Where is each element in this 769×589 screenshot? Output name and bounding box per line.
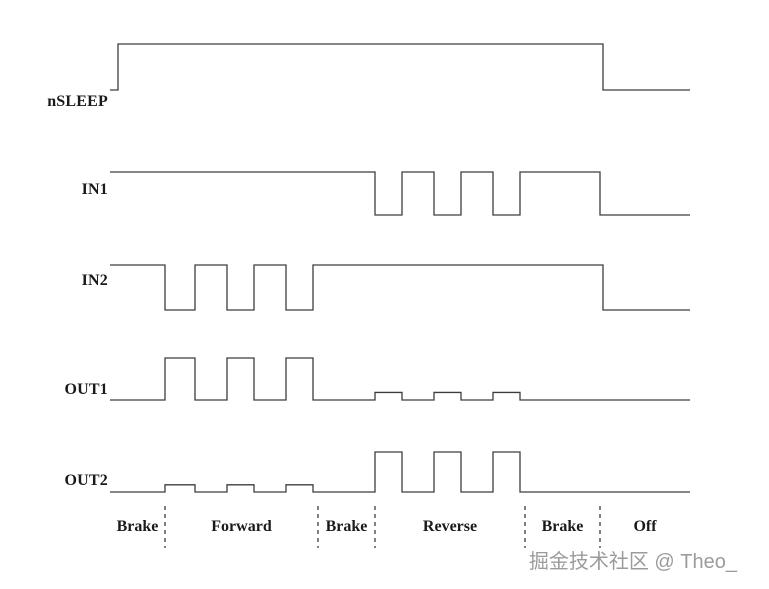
waveform-in2 bbox=[110, 264, 690, 311]
signal-label-in1: IN1 bbox=[81, 181, 108, 198]
phase-label-brake-1: Brake bbox=[116, 518, 159, 535]
signal-label-out2: OUT2 bbox=[64, 472, 108, 489]
signal-label-nsleep: nSLEEP bbox=[47, 93, 108, 110]
phase-label-brake-2: Brake bbox=[325, 518, 368, 535]
signal-label-out1: OUT1 bbox=[64, 381, 108, 398]
waveform-nsleep bbox=[110, 43, 690, 91]
phase-label-forward: Forward bbox=[211, 518, 272, 535]
phase-label-brake-3: Brake bbox=[541, 518, 584, 535]
watermark-text: 掘金技术社区 @ Theo_ bbox=[528, 551, 737, 573]
signal-label-in2: IN2 bbox=[81, 272, 108, 289]
waveform-in1 bbox=[110, 171, 690, 216]
waveform-out1 bbox=[110, 357, 690, 401]
phase-label-off: Off bbox=[633, 518, 657, 535]
waveform-out2 bbox=[110, 451, 690, 493]
phase-label-reverse: Reverse bbox=[422, 518, 478, 535]
